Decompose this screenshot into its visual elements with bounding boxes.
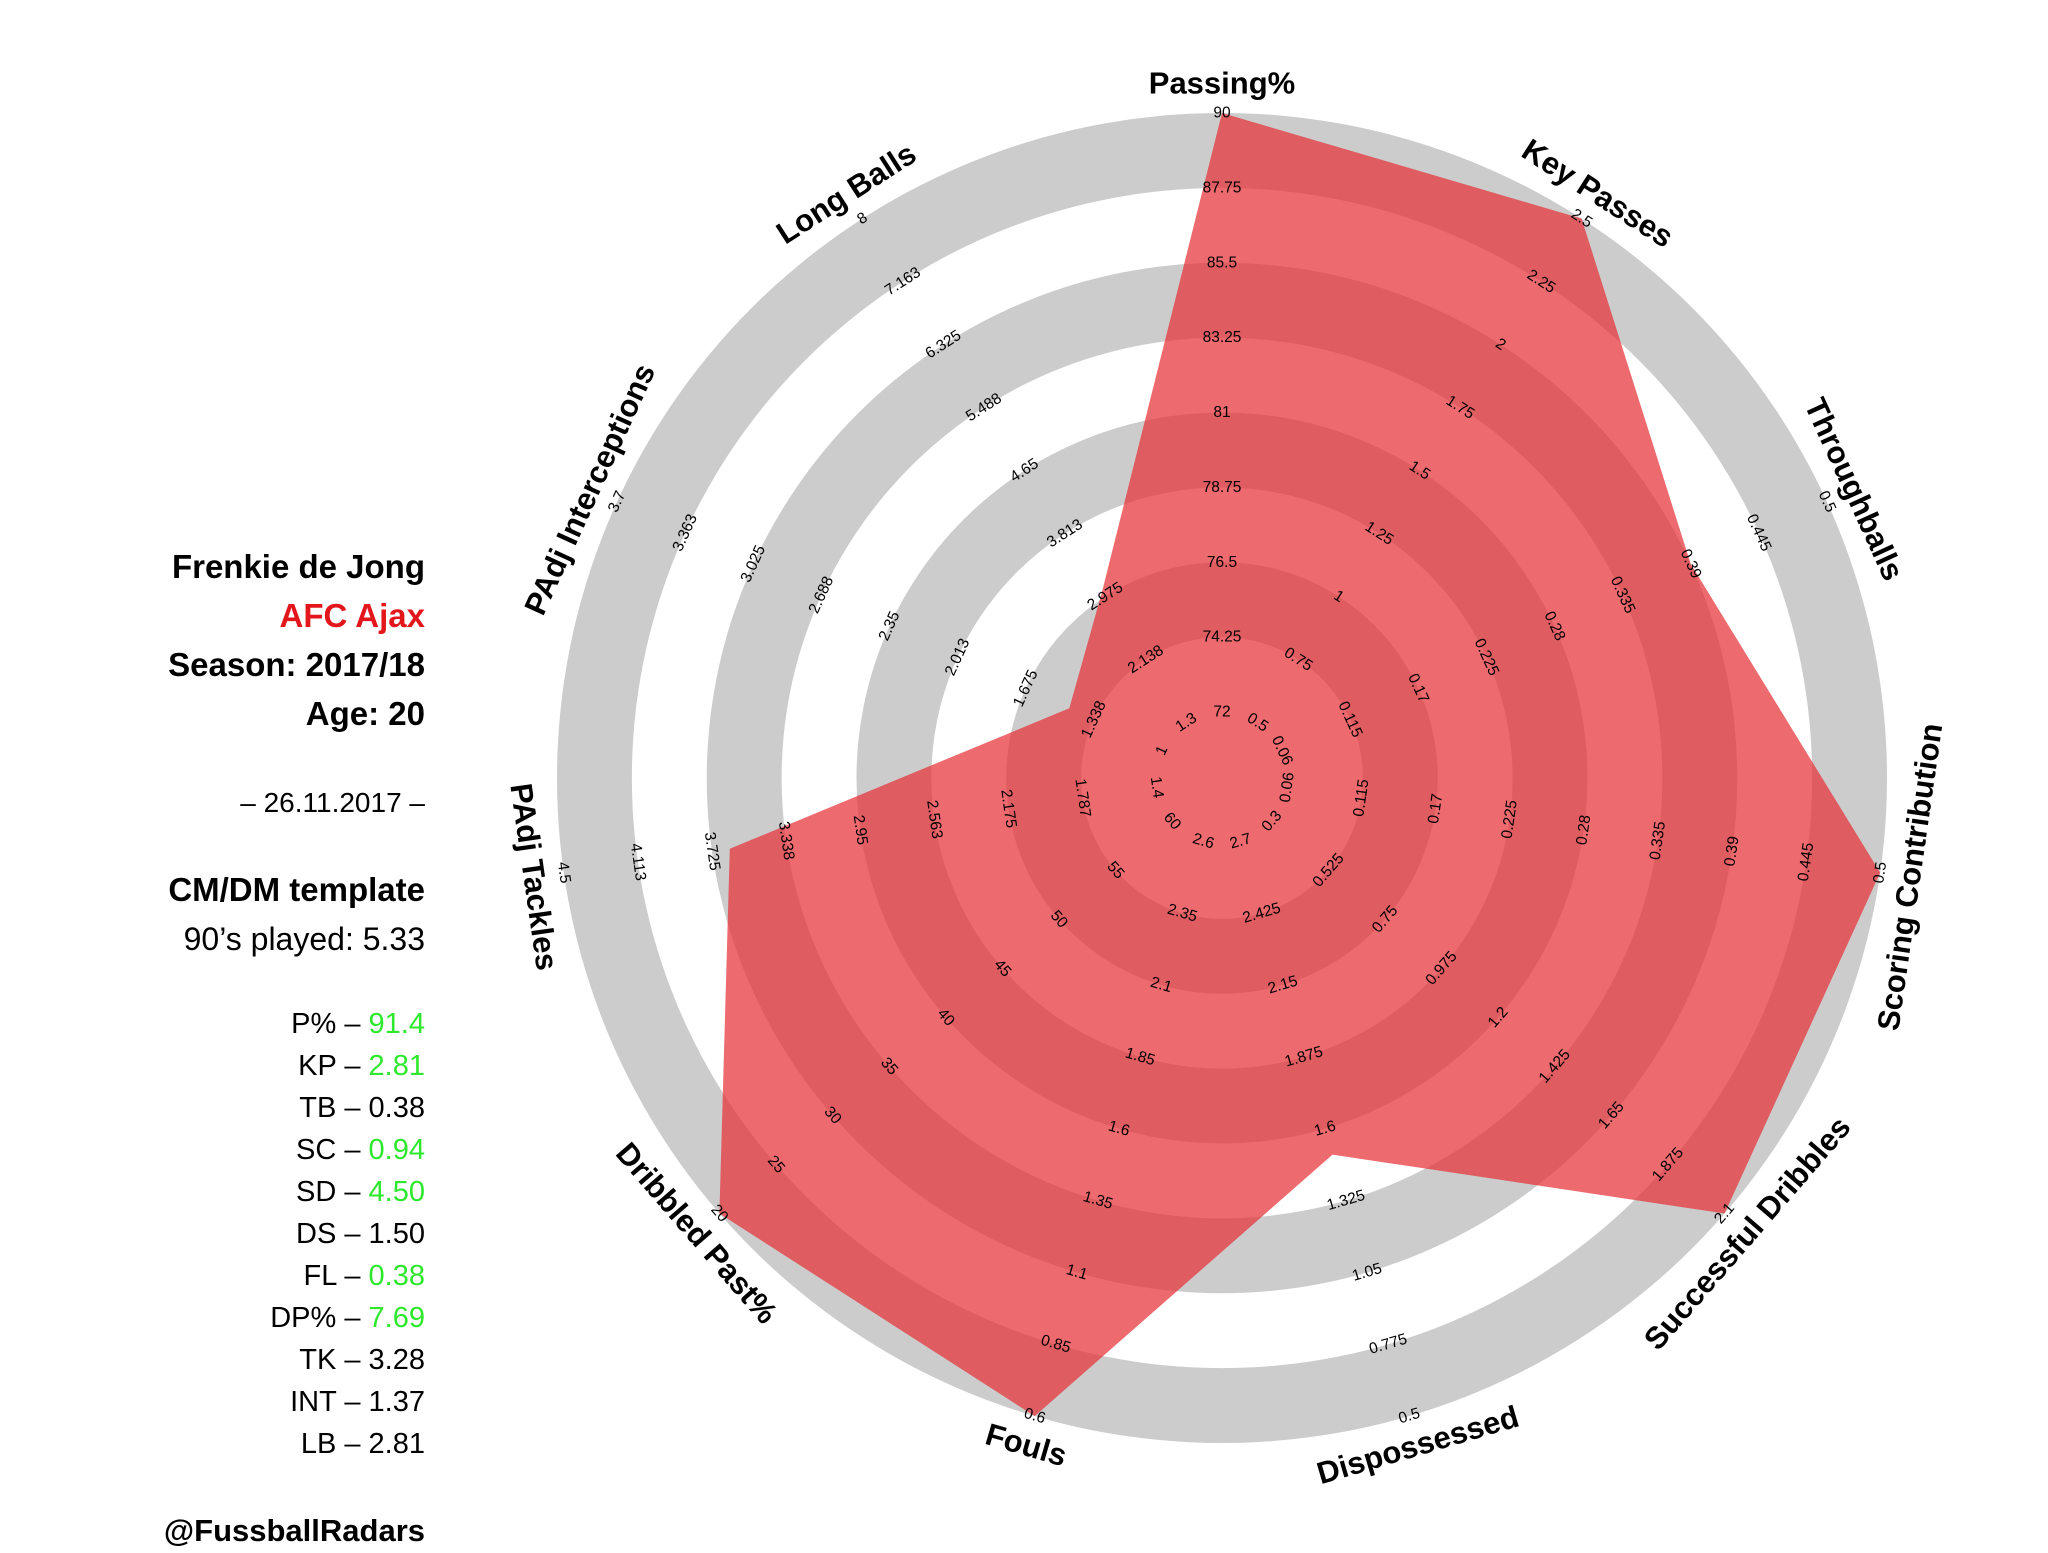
radar-tick-label: 4.113 xyxy=(627,842,649,882)
radar-tick-label: 0.39 xyxy=(1721,835,1742,867)
stat-label: KP – xyxy=(298,1050,369,1082)
stat-label: P% – xyxy=(291,1008,369,1040)
radar-tick-label: 0.06 xyxy=(1277,771,1298,803)
stat-value: 7.69 xyxy=(368,1302,425,1334)
stat-label: TB – xyxy=(299,1092,369,1124)
radar-tick-label: 0.5 xyxy=(1870,861,1890,885)
radar-tick-label: 87.75 xyxy=(1203,179,1242,196)
radar-tick-label: 1.6 xyxy=(1106,1118,1131,1140)
template-label: CM/DM template xyxy=(168,871,425,908)
stat-value: 3.28 xyxy=(368,1344,425,1376)
radar-axis-label: Passing% xyxy=(1149,66,1295,101)
stat-label: DP% – xyxy=(270,1302,369,1334)
radar-tick-label: 1.787 xyxy=(1071,778,1093,819)
radar-tick-label: 0.445 xyxy=(1795,842,1817,883)
radar-tick-label: 0.115 xyxy=(1350,778,1372,818)
radar-tick-label: 0.6 xyxy=(1022,1405,1047,1427)
radar-tick-label: 85.5 xyxy=(1207,254,1237,271)
stat-label: INT – xyxy=(290,1386,369,1418)
radar-tick-label: 81 xyxy=(1213,404,1230,421)
radar-tick-label: 1.6 xyxy=(1312,1118,1337,1140)
stat-row: DP% – 7.69 xyxy=(270,1302,425,1335)
radar-tick-label: 2.6 xyxy=(1191,830,1216,852)
radar-tick-label: 1.1 xyxy=(1064,1261,1089,1283)
stat-value: 1.37 xyxy=(368,1386,425,1418)
stat-value: 2.81 xyxy=(368,1050,425,1082)
radar-tick-label: 72 xyxy=(1213,704,1230,721)
radar-axis-label: Fouls xyxy=(982,1416,1071,1473)
stat-value: 0.38 xyxy=(368,1260,425,1292)
radar-tick-label: 2.95 xyxy=(850,814,871,846)
stat-value: 0.94 xyxy=(368,1134,425,1166)
stat-label: FL – xyxy=(303,1260,369,1292)
stat-value: 0.38 xyxy=(368,1092,425,1124)
radar-tick-label: 90 xyxy=(1213,105,1231,122)
stat-value: 91.4 xyxy=(368,1008,425,1040)
stat-row: P% – 91.4 xyxy=(291,1008,425,1041)
stat-row: SC – 0.94 xyxy=(296,1134,425,1167)
stat-row: TK – 3.28 xyxy=(299,1344,425,1377)
stat-row: TB – 0.38 xyxy=(299,1092,425,1125)
radar-axis-label: PAdj Tackles xyxy=(503,781,564,972)
stat-row: INT – 1.37 xyxy=(290,1386,425,1419)
age-label: Age: 20 xyxy=(305,695,425,732)
radar-value-polygon xyxy=(719,113,1881,1417)
stat-label: SC – xyxy=(296,1134,369,1166)
radar-tick-label: 76.5 xyxy=(1207,554,1237,571)
radar-tick-label: 0.335 xyxy=(1647,820,1669,861)
radar-tick-label: 74.25 xyxy=(1203,629,1242,646)
nineties-played: 90’s played: 5.33 xyxy=(183,921,425,957)
stat-label: LB – xyxy=(300,1428,369,1460)
radar-tick-label: 3.338 xyxy=(775,820,797,861)
radar-tick-label: 2.7 xyxy=(1228,830,1253,852)
stat-row: LB – 2.81 xyxy=(301,1428,425,1461)
radar-tick-label: 0.17 xyxy=(1425,793,1446,825)
radar-tick-label: 0.28 xyxy=(1573,814,1594,846)
radar-tick-label: 83.25 xyxy=(1203,329,1242,346)
radar-tick-label: 3.725 xyxy=(701,831,723,872)
stat-label: SD – xyxy=(296,1176,369,1208)
radar-tick-label: 78.75 xyxy=(1203,479,1242,496)
season-label: Season: 2017/18 xyxy=(168,646,425,683)
stat-row: DS – 1.50 xyxy=(296,1218,425,1251)
club-name: AFC Ajax xyxy=(279,597,425,634)
player-info-panel: Frenkie de Jong AFC Ajax Season: 2017/18… xyxy=(0,0,425,1553)
stat-value: 2.81 xyxy=(368,1428,425,1460)
radar-tick-label: 0.5 xyxy=(1397,1405,1422,1427)
radar-tick-label: 0.225 xyxy=(1499,799,1521,840)
stat-row: SD – 4.50 xyxy=(296,1176,425,1209)
radar-tick-label: 2.563 xyxy=(923,799,945,840)
twitter-handle: @FussballRadars xyxy=(163,1513,425,1548)
stat-label: DS – xyxy=(296,1218,369,1250)
date-label: – 26.11.2017 – xyxy=(240,787,425,818)
radar-tick-label: 4.5 xyxy=(554,861,574,885)
stat-row: KP – 2.81 xyxy=(298,1050,425,1083)
player-name: Frenkie de Jong xyxy=(171,548,425,585)
stat-value: 4.50 xyxy=(368,1176,425,1208)
radar-tick-label: 2.175 xyxy=(997,788,1019,829)
stat-label: TK – xyxy=(299,1344,369,1376)
stat-value: 1.50 xyxy=(368,1218,425,1250)
radar-tick-label: 1.4 xyxy=(1147,776,1167,800)
radar-tick-label: 2.1 xyxy=(1148,974,1173,996)
stat-row: FL – 0.38 xyxy=(304,1260,425,1293)
